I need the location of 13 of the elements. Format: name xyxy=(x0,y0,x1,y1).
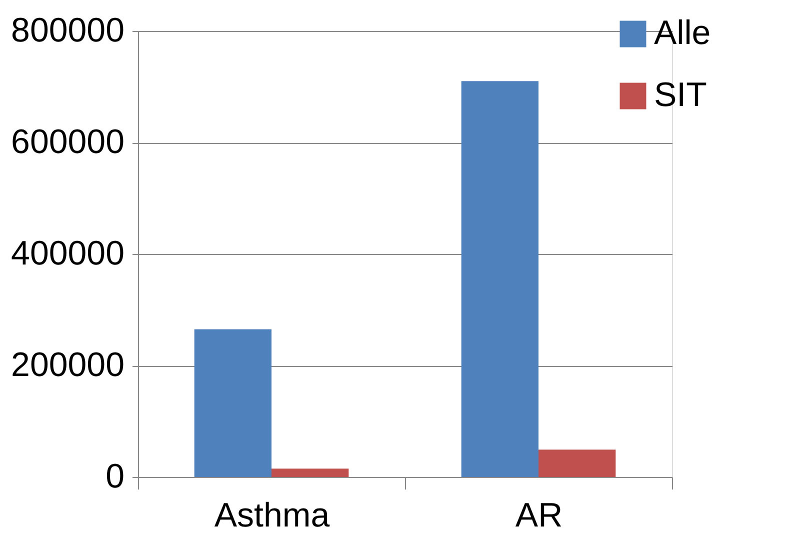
y-tick-label: 800000 xyxy=(11,12,124,50)
bar xyxy=(461,81,538,477)
bar xyxy=(272,468,349,477)
legend-label: Alle xyxy=(654,14,711,52)
legend-label: SIT xyxy=(654,76,707,114)
bar xyxy=(538,450,616,477)
x-tick-label: AR xyxy=(515,496,563,534)
y-tick-label: 600000 xyxy=(11,123,124,161)
y-tick-label: 200000 xyxy=(11,346,124,384)
x-tick-label: Asthma xyxy=(214,496,330,534)
y-tick-label: 0 xyxy=(106,458,124,496)
bar xyxy=(194,329,272,477)
y-tick-label: 400000 xyxy=(11,234,124,272)
